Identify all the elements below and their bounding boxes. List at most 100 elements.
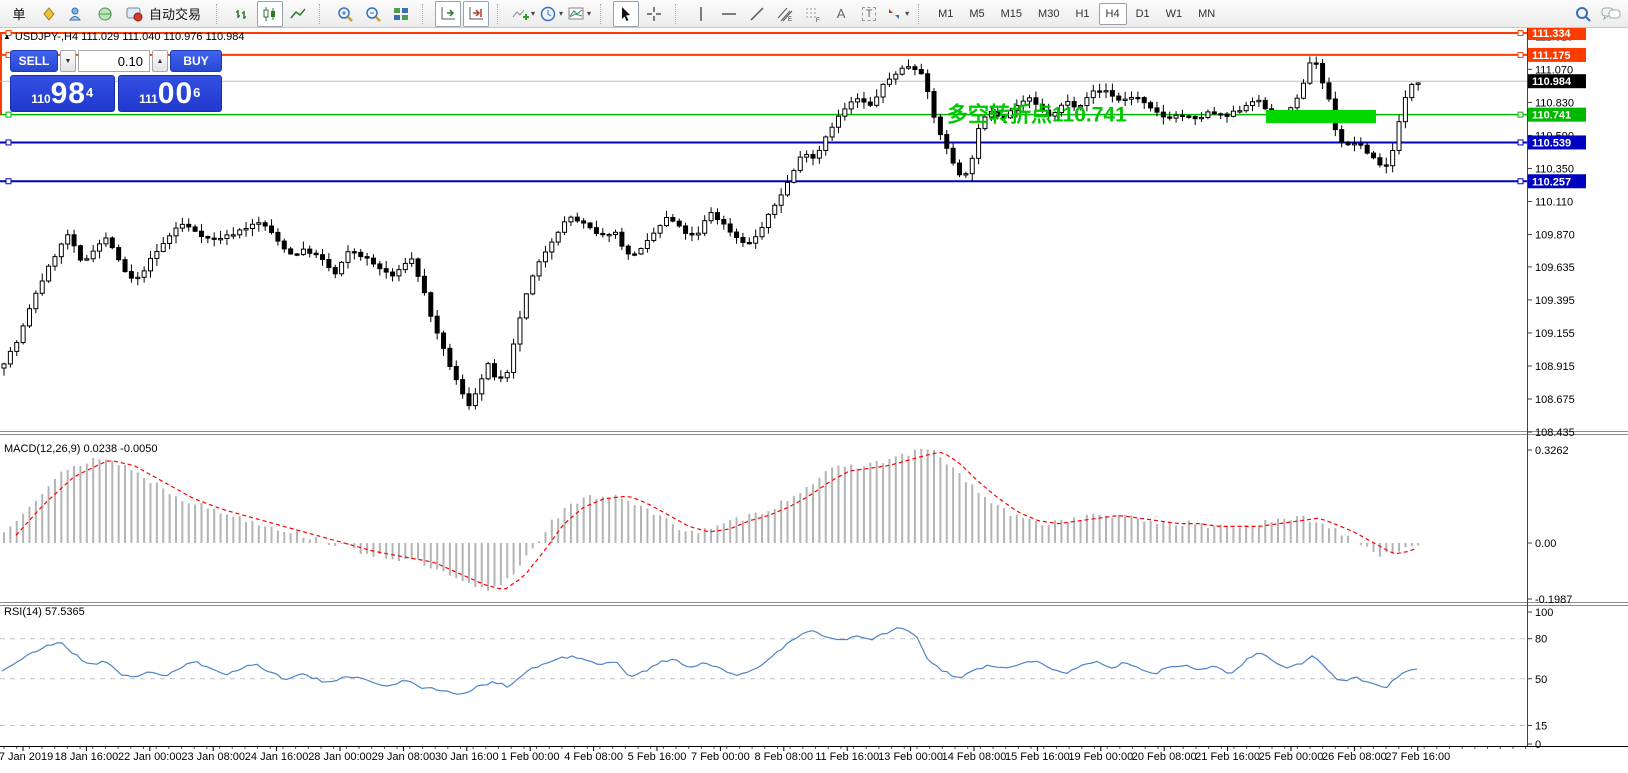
bar-chart-icon[interactable] (229, 1, 255, 27)
webtrader-icon[interactable] (92, 1, 118, 27)
new-order-button[interactable]: 单 (12, 7, 26, 22)
search-icon[interactable] (1570, 1, 1596, 27)
svg-text:50: 50 (1535, 674, 1547, 686)
indicators-button[interactable]: ▾ (510, 1, 536, 27)
svg-text:109.635: 109.635 (1535, 262, 1575, 274)
svg-text:17 Jan 2019: 17 Jan 2019 (0, 751, 53, 763)
svg-text:19 Feb 00:00: 19 Feb 00:00 (1068, 751, 1133, 763)
line-chart-icon[interactable] (285, 1, 311, 27)
volume-increase-button[interactable]: ▲ (152, 50, 168, 72)
chevron-down-icon: ▾ (587, 9, 592, 18)
svg-text:27 Feb 16:00: 27 Feb 16:00 (1385, 751, 1450, 763)
rsi-panel: 100 80 50 15 0 (0, 607, 1553, 751)
svg-text:0.00: 0.00 (1535, 538, 1556, 550)
crosshair-icon[interactable] (641, 1, 667, 27)
chart-annotation: 多空转折点110.741 (947, 103, 1127, 127)
price-axis[interactable]: 111.310111.070110.830110.590110.350110.1… (1527, 26, 1586, 439)
periods-button[interactable]: ▾ (538, 1, 564, 27)
svg-text:30 Jan 16:00: 30 Jan 16:00 (435, 751, 499, 763)
volume-decrease-button[interactable]: ▼ (60, 50, 76, 72)
collapse-panel-icon[interactable]: ▲ (3, 32, 11, 41)
timeframe-button-mn[interactable]: MN (1198, 7, 1216, 20)
templates-button[interactable]: ▾ (566, 1, 592, 27)
timeframe-button-h1[interactable]: H1 (1075, 7, 1090, 20)
svg-text:4 Feb 08:00: 4 Feb 08:00 (564, 751, 623, 763)
svg-text:13 Feb 00:00: 13 Feb 00:00 (878, 751, 943, 763)
timeframe-button-h4[interactable]: H4 (1098, 2, 1127, 25)
toolbar-separator (600, 3, 607, 24)
svg-text:29 Jan 08:00: 29 Jan 08:00 (372, 751, 436, 763)
timeframe-button-w1[interactable]: W1 (1165, 7, 1183, 20)
zoom-out-icon[interactable] (360, 1, 386, 27)
svg-text:80: 80 (1535, 634, 1547, 646)
channel-icon[interactable]: E (772, 1, 798, 27)
terminal-icon[interactable] (64, 1, 90, 27)
cursor-icon[interactable] (613, 0, 640, 27)
text-icon[interactable]: A (836, 6, 846, 21)
svg-text:109.870: 109.870 (1535, 230, 1575, 242)
svg-text:15 Feb 16:00: 15 Feb 16:00 (1005, 751, 1070, 763)
svg-text:14 Feb 08:00: 14 Feb 08:00 (942, 751, 1007, 763)
svg-text:108.675: 108.675 (1535, 394, 1575, 406)
chevron-down-icon: ▾ (531, 9, 536, 18)
buy-price-pip: 6 (193, 85, 201, 100)
svg-text:15: 15 (1535, 720, 1547, 732)
timeframe-button-m5[interactable]: M5 (969, 7, 985, 20)
candlesticks[interactable] (1, 56, 1421, 410)
tile-windows-icon[interactable] (388, 1, 414, 27)
timeframe-toolbar: M1 M5 M15 M30 H1 H4 D1 W1 MN (931, 2, 1222, 25)
timeframe-button-m15[interactable]: M15 (1000, 7, 1023, 20)
svg-text:24 Jan 16:00: 24 Jan 16:00 (245, 751, 309, 763)
zoom-in-icon[interactable] (332, 1, 358, 27)
svg-text:多空转折点110.741: 多空转折点110.741 (947, 103, 1127, 127)
sell-price-display[interactable]: 110 98 4 (10, 75, 115, 112)
sell-price-pip: 4 (86, 85, 94, 100)
volume-input[interactable] (78, 50, 150, 72)
sell-price-prefix: 110 (31, 92, 51, 106)
arrows-button[interactable]: ▾ (884, 1, 910, 27)
fibonacci-icon[interactable]: F (800, 1, 826, 27)
svg-text:110.350: 110.350 (1535, 163, 1574, 175)
svg-text:5 Feb 16:00: 5 Feb 16:00 (628, 751, 687, 763)
timeframe-button-d1[interactable]: D1 (1135, 7, 1150, 20)
chart-shift-icon[interactable] (463, 0, 490, 27)
svg-text:1 Feb 00:00: 1 Feb 00:00 (501, 751, 560, 763)
toolbar-separator (216, 3, 223, 24)
rsi-indicator-label: RSI(14) 57.5365 (4, 606, 85, 618)
macd-panel: 0.3262 0.00 -0.1987 (3, 445, 1572, 606)
svg-text:26 Feb 08:00: 26 Feb 08:00 (1322, 751, 1387, 763)
svg-text:21 Feb 16:00: 21 Feb 16:00 (1195, 751, 1260, 763)
svg-text:28 Jan 00:00: 28 Jan 00:00 (308, 751, 372, 763)
autotrading-label: 自动交易 (149, 7, 202, 22)
price-level-lines (0, 30, 1527, 185)
timeframe-button-m1[interactable]: M1 (938, 7, 954, 20)
buy-price-display[interactable]: 111 00 6 (117, 75, 222, 112)
horizontal-line-icon[interactable] (716, 1, 742, 27)
toolbar-separator (497, 3, 504, 24)
main-toolbar: 单 自动交易 (0, 0, 1628, 28)
svg-text:110.257: 110.257 (1532, 176, 1571, 188)
timeframe-button-m30[interactable]: M30 (1038, 7, 1060, 20)
auto-scroll-icon[interactable] (435, 0, 462, 27)
svg-text:25 Feb 00:00: 25 Feb 00:00 (1259, 751, 1324, 763)
chart-header-text: USDJPY-,H4 111.029 111.040 110.976 110.9… (14, 31, 245, 43)
buy-price-prefix: 111 (139, 92, 158, 106)
svg-text:-0.1987: -0.1987 (1535, 594, 1572, 606)
autotrading-button[interactable]: 自动交易 (120, 1, 208, 27)
svg-text:110.741: 110.741 (1532, 110, 1571, 122)
gold-badge-icon[interactable] (36, 1, 62, 27)
chat-icon[interactable] (1598, 1, 1624, 27)
vertical-line-icon[interactable] (688, 1, 714, 27)
panel-borders (0, 28, 1628, 747)
sell-button[interactable]: SELL (10, 50, 58, 72)
candlestick-chart-icon[interactable] (257, 0, 284, 27)
svg-text:11 Feb 16:00: 11 Feb 16:00 (815, 751, 879, 763)
svg-text:0: 0 (1535, 739, 1541, 751)
one-click-trading-panel: SELL ▼ ▲ BUY 110 98 4 111 00 6 (10, 50, 222, 112)
text-label-icon[interactable]: T (856, 1, 882, 27)
trendline-icon[interactable] (744, 1, 770, 27)
buy-button[interactable]: BUY (170, 50, 222, 72)
